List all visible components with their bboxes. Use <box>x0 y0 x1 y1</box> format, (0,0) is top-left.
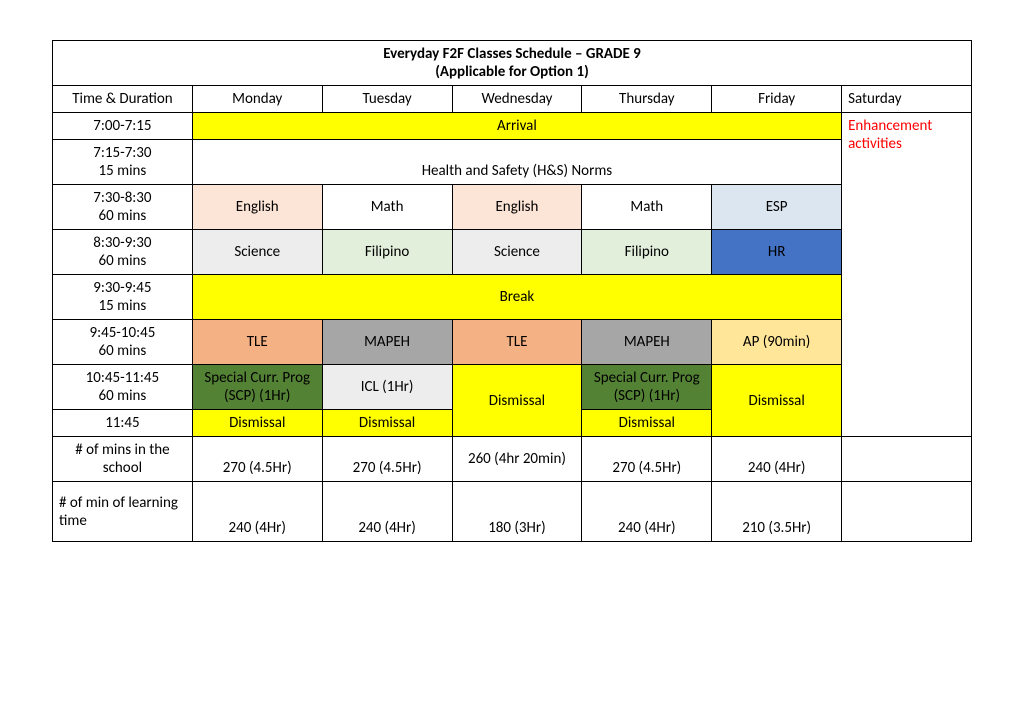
r3-mon: English <box>192 185 322 230</box>
r4-tue: Filipino <box>322 230 452 275</box>
col-wed: Wednesday <box>452 86 582 113</box>
r7-thu: Special Curr. Prog (SCP) (1Hr) <box>582 365 712 410</box>
r4-mon: Science <box>192 230 322 275</box>
r6-tue: MAPEH <box>322 320 452 365</box>
r4-thu: Filipino <box>582 230 712 275</box>
r2-time: 7:15-7:30 15 mins <box>53 140 193 185</box>
r3-tue: Math <box>322 185 452 230</box>
r6-fri: AP (90min) <box>712 320 842 365</box>
r7-wed: Dismissal <box>452 365 582 437</box>
sum1-tue: 270 (4.5Hr) <box>322 437 452 482</box>
title-line1: Everyday F2F Classes Schedule – GRADE 9 <box>59 45 965 63</box>
r7-fri: Dismissal <box>712 365 842 437</box>
sat-note: Enhancement activities <box>842 113 972 437</box>
r4-fri: HR <box>712 230 842 275</box>
col-mon: Monday <box>192 86 322 113</box>
r6-mon: TLE <box>192 320 322 365</box>
sum1-wed: 260 (4hr 20min) <box>452 437 582 482</box>
sum2-thu: 240 (4Hr) <box>582 482 712 542</box>
r4-time: 8:30-9:30 60 mins <box>53 230 193 275</box>
col-thu: Thursday <box>582 86 712 113</box>
sum1-fri: 240 (4Hr) <box>712 437 842 482</box>
title-line2: (Applicable for Option 1) <box>59 63 965 81</box>
r2-band: Health and Safety (H&S) Norms <box>192 140 841 185</box>
r6-wed: TLE <box>452 320 582 365</box>
r4-wed: Science <box>452 230 582 275</box>
schedule-table: Everyday F2F Classes Schedule – GRADE 9 … <box>52 40 972 542</box>
col-tue: Tuesday <box>322 86 452 113</box>
r8-tue: Dismissal <box>322 410 452 437</box>
r8-thu: Dismissal <box>582 410 712 437</box>
r7-tue: ICL (1Hr) <box>322 365 452 410</box>
r1-time: 7:00-7:15 <box>53 113 193 140</box>
table-title: Everyday F2F Classes Schedule – GRADE 9 … <box>53 41 972 86</box>
r3-thu: Math <box>582 185 712 230</box>
r1-band: Arrival <box>192 113 841 140</box>
sum2-wed: 180 (3Hr) <box>452 482 582 542</box>
sum2-fri: 210 (3.5Hr) <box>712 482 842 542</box>
sum2-label: # of min of learning time <box>53 482 193 542</box>
r7-time: 10:45-11:45 60 mins <box>53 365 193 410</box>
sum1-thu: 270 (4.5Hr) <box>582 437 712 482</box>
r8-mon: Dismissal <box>192 410 322 437</box>
sum2-tue: 240 (4Hr) <box>322 482 452 542</box>
r6-time: 9:45-10:45 60 mins <box>53 320 193 365</box>
r8-time: 11:45 <box>53 410 193 437</box>
r5-band: Break <box>192 275 841 320</box>
sum1-label: # of mins in the school <box>53 437 193 482</box>
sum1-mon: 270 (4.5Hr) <box>192 437 322 482</box>
r3-fri: ESP <box>712 185 842 230</box>
col-fri: Friday <box>712 86 842 113</box>
r3-wed: English <box>452 185 582 230</box>
r3-time: 7:30-8:30 60 mins <box>53 185 193 230</box>
r7-mon: Special Curr. Prog (SCP) (1Hr) <box>192 365 322 410</box>
r5-time: 9:30-9:45 15 mins <box>53 275 193 320</box>
col-time: Time & Duration <box>53 86 193 113</box>
sum1-sat <box>842 437 972 482</box>
col-sat: Saturday <box>842 86 972 113</box>
sum2-mon: 240 (4Hr) <box>192 482 322 542</box>
r6-thu: MAPEH <box>582 320 712 365</box>
sum2-sat <box>842 482 972 542</box>
